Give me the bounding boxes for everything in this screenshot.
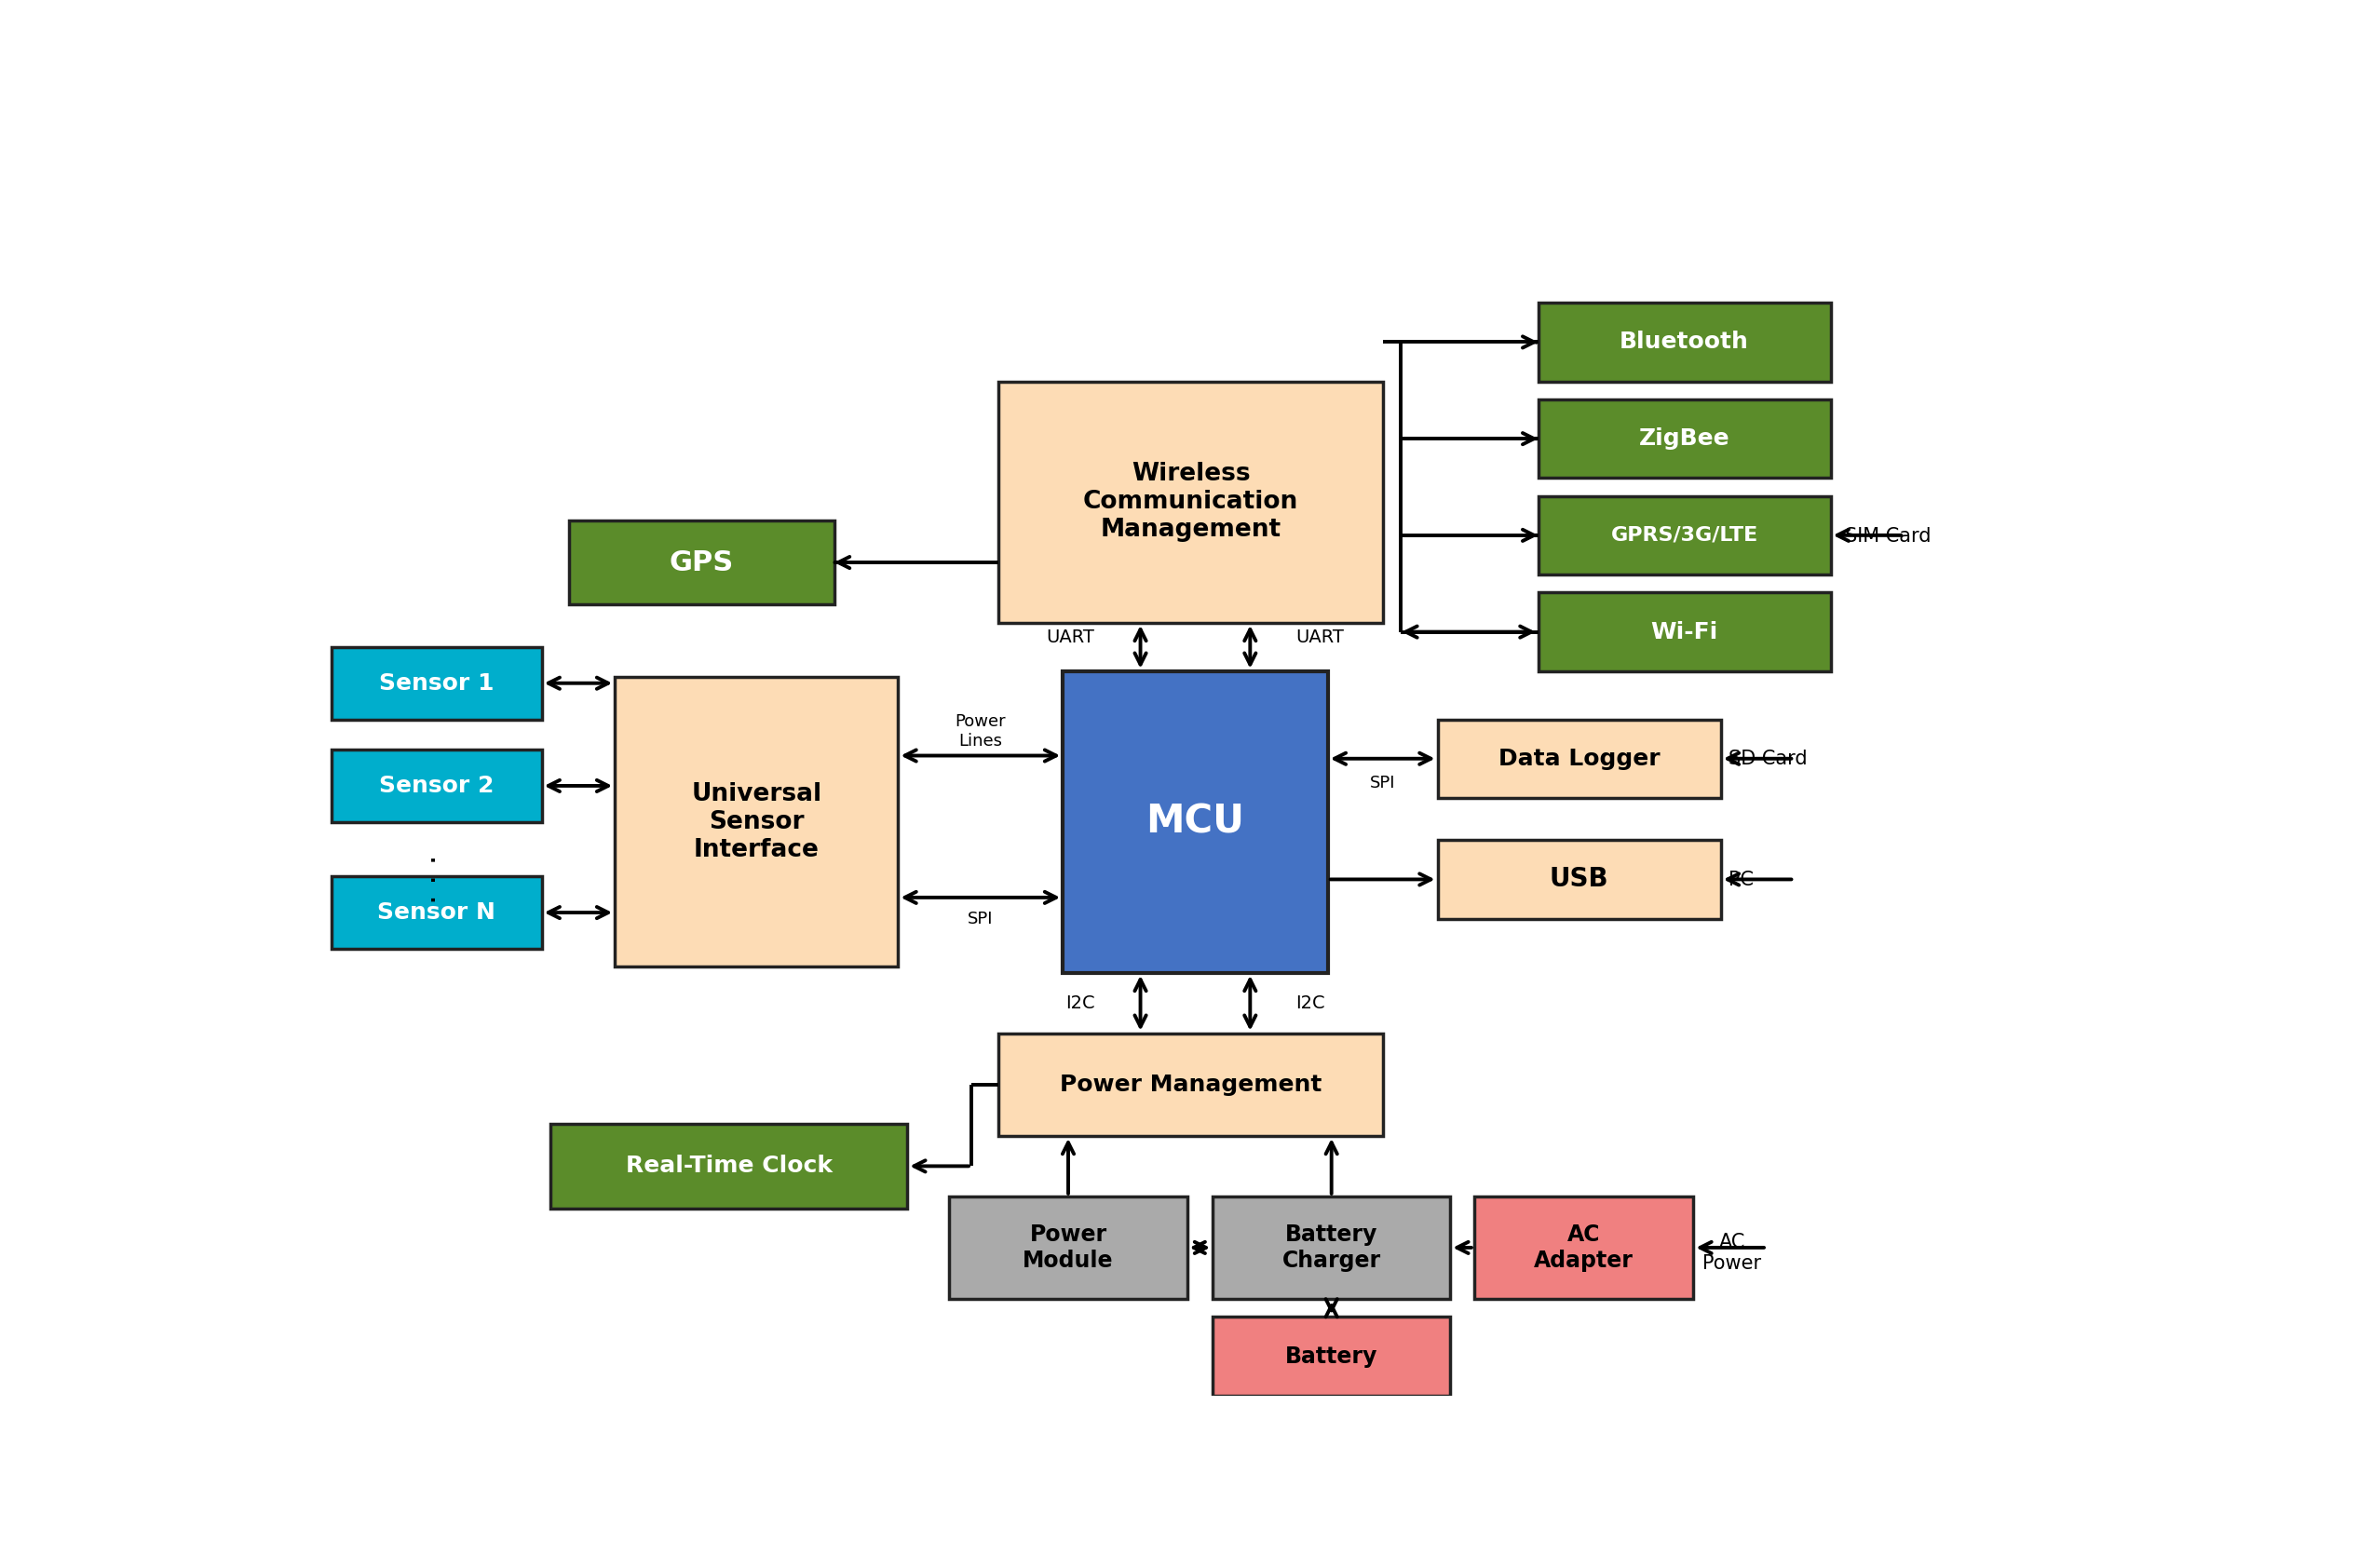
- Text: Battery
Charger: Battery Charger: [1281, 1223, 1380, 1272]
- Text: MCU: MCU: [1146, 803, 1246, 842]
- Text: Sensor 1: Sensor 1: [380, 673, 493, 695]
- FancyBboxPatch shape: [998, 381, 1382, 622]
- Text: Sensor N: Sensor N: [377, 902, 495, 924]
- FancyBboxPatch shape: [1213, 1317, 1451, 1396]
- Text: Power Management: Power Management: [1059, 1074, 1321, 1096]
- Text: SPI: SPI: [967, 911, 993, 928]
- FancyBboxPatch shape: [1538, 400, 1831, 478]
- Text: SIM Card: SIM Card: [1845, 527, 1932, 546]
- Text: Real-Time Clock: Real-Time Clock: [625, 1156, 833, 1178]
- FancyBboxPatch shape: [330, 648, 543, 720]
- Text: ZigBee: ZigBee: [1640, 428, 1729, 450]
- FancyBboxPatch shape: [1538, 593, 1831, 671]
- FancyBboxPatch shape: [1474, 1196, 1694, 1298]
- Text: Data Logger: Data Logger: [1498, 748, 1661, 770]
- Text: I2C: I2C: [1066, 994, 1095, 1011]
- Text: Power
Lines: Power Lines: [955, 713, 1005, 750]
- FancyBboxPatch shape: [1437, 840, 1722, 919]
- Text: Sensor 2: Sensor 2: [380, 775, 493, 797]
- Text: Wi-Fi: Wi-Fi: [1651, 621, 1717, 643]
- Text: Bluetooth: Bluetooth: [1621, 331, 1748, 353]
- FancyBboxPatch shape: [948, 1196, 1187, 1298]
- Text: Battery: Battery: [1286, 1345, 1378, 1367]
- Text: I2C: I2C: [1295, 994, 1326, 1011]
- Text: GPRS/3G/LTE: GPRS/3G/LTE: [1611, 525, 1757, 544]
- FancyBboxPatch shape: [1437, 720, 1722, 798]
- FancyBboxPatch shape: [616, 677, 899, 967]
- Text: Universal
Sensor
Interface: Universal Sensor Interface: [691, 782, 821, 862]
- FancyBboxPatch shape: [1538, 495, 1831, 574]
- Text: UART: UART: [1295, 629, 1345, 646]
- Text: SD Card: SD Card: [1729, 750, 1807, 768]
- FancyBboxPatch shape: [569, 521, 835, 605]
- Text: Wireless
Communication
Management: Wireless Communication Management: [1083, 463, 1297, 543]
- FancyBboxPatch shape: [330, 750, 543, 822]
- FancyBboxPatch shape: [1538, 303, 1831, 381]
- Text: USB: USB: [1550, 867, 1609, 892]
- Text: PC: PC: [1729, 870, 1753, 889]
- FancyBboxPatch shape: [330, 877, 543, 949]
- FancyBboxPatch shape: [552, 1124, 908, 1209]
- Text: · · ·: · · ·: [422, 855, 453, 903]
- Text: Power
Module: Power Module: [1024, 1223, 1113, 1272]
- Text: AC
Adapter: AC Adapter: [1533, 1223, 1632, 1272]
- Text: GPS: GPS: [670, 549, 734, 575]
- FancyBboxPatch shape: [998, 1033, 1382, 1135]
- FancyBboxPatch shape: [1213, 1196, 1451, 1298]
- FancyBboxPatch shape: [1062, 671, 1328, 972]
- Text: UART: UART: [1047, 629, 1095, 646]
- Text: AC
Power: AC Power: [1703, 1232, 1762, 1273]
- Text: SPI: SPI: [1371, 775, 1397, 792]
